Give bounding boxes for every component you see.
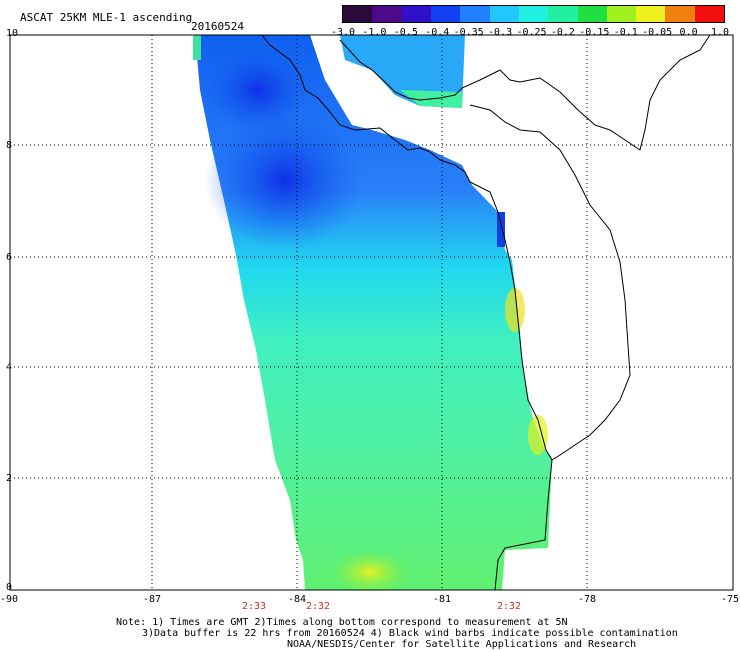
time-label: 2:32: [497, 601, 522, 612]
colorbar-tick-label: 1.0: [710, 27, 730, 38]
colorbar-tick-label: -0.3: [488, 27, 513, 38]
map-date: 20160524: [191, 20, 244, 33]
colorbar-segment: [606, 6, 637, 22]
colorbar-segment: [343, 6, 373, 22]
colorbar-segment: [489, 6, 519, 22]
wind-data-swath: [193, 35, 552, 594]
coastline: [261, 34, 711, 591]
lon-label-87: -87: [143, 594, 162, 605]
colorbar-segment: [548, 6, 578, 22]
colorbar-segment: [460, 6, 490, 22]
colorbar-segment: [430, 6, 461, 22]
colorbar-tick-label: 0.0: [679, 27, 698, 38]
colorbar-segment: [636, 6, 666, 22]
map-title: ASCAT 25KM MLE-1 ascending: [20, 11, 193, 24]
lat-label-2: 2: [6, 473, 13, 484]
lon-label-81: -81: [433, 594, 452, 605]
lat-label-4: 4: [6, 362, 13, 373]
time-label: 2:33: [242, 601, 267, 612]
colorbar-tick-label: -0.2: [550, 27, 575, 38]
lat-label-0: 0: [6, 582, 13, 593]
colorbar-tick-label: -0.5: [393, 27, 418, 38]
colorbar-segment: [694, 6, 725, 22]
colorbar-segment: [518, 6, 549, 22]
lat-label-6: 6: [6, 252, 13, 263]
colorbar-tick-label: -3.0: [330, 27, 356, 38]
lat-label-10: 10: [6, 28, 19, 39]
lon-label-84: -84: [288, 594, 307, 605]
footer-note-line2: 3)Data buffer is 22 hrs from 20160524 4)…: [142, 628, 678, 639]
colorbar-tick-label: -0.1: [613, 27, 638, 38]
colorbar-segment: [372, 6, 402, 22]
footer-credit: NOAA/NESDIS/Center for Satellite Applica…: [287, 639, 637, 650]
colorbar-tick-label: -0.05: [642, 27, 673, 38]
colorbar-tick-label: -0.4: [425, 27, 450, 38]
lon-label-78: -78: [578, 594, 597, 605]
colorbar-segment: [665, 6, 695, 22]
time-label: 2:32: [306, 601, 331, 612]
colorbar-tick-label: -0.35: [453, 27, 484, 38]
footer-note-line1: Note: 1) Times are GMT 2)Times along bot…: [116, 617, 568, 628]
lon-label-75: -75: [721, 594, 740, 605]
map-frame: [9, 34, 734, 591]
colorbar-tick-label: -0.15: [579, 27, 610, 38]
map-grid: [10, 35, 733, 590]
colorbar-tick-label: -0.25: [516, 27, 547, 38]
colorbar: [342, 5, 725, 23]
lon-label-90: -90: [0, 594, 19, 605]
colorbar-segment: [577, 6, 607, 22]
lat-label-8: 8: [6, 140, 13, 151]
colorbar-tick-label: -1.0: [362, 27, 387, 38]
colorbar-segment: [401, 6, 431, 22]
